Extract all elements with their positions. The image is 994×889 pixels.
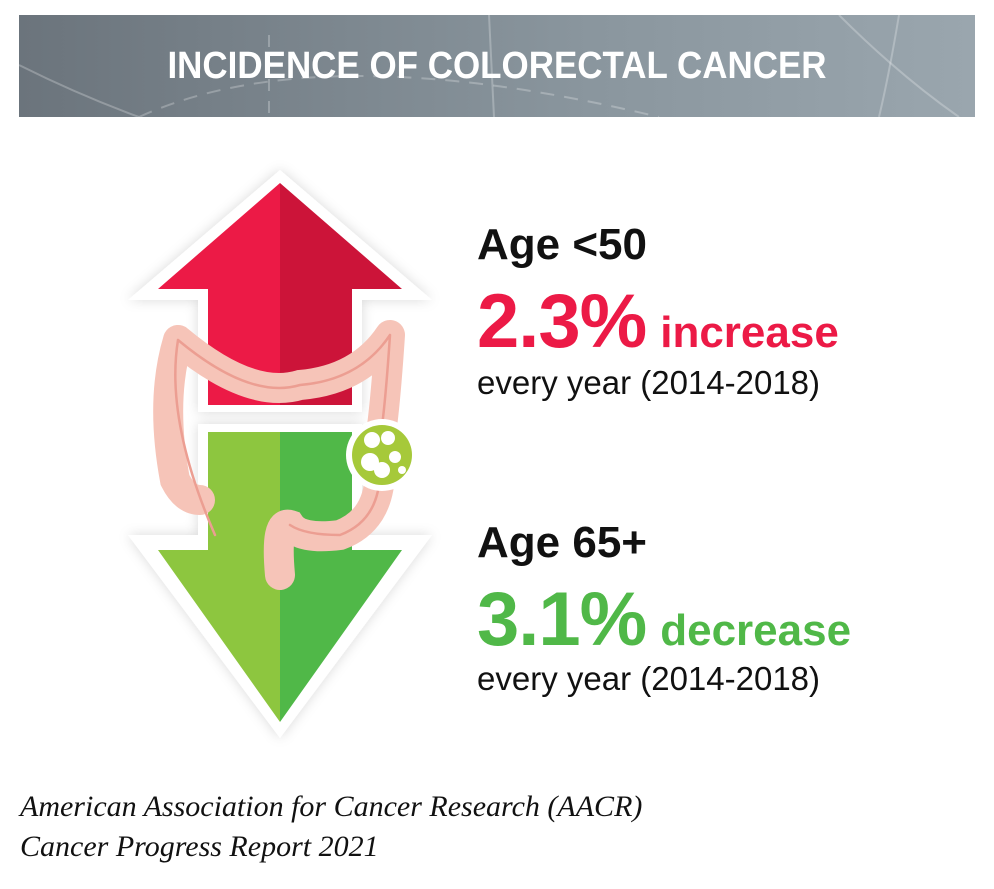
age-65-plus-label: Age 65+ bbox=[477, 518, 647, 567]
title-banner: INCIDENCE OF COLORECTAL CANCER bbox=[19, 15, 975, 117]
source-line-1: American Association for Cancer Research… bbox=[20, 790, 643, 823]
increase-label: increase bbox=[660, 308, 839, 357]
decrease-period: every year (2014-2018) bbox=[477, 660, 821, 697]
increase-period: every year (2014-2018) bbox=[477, 364, 821, 401]
decrease-percent: 3.1% bbox=[477, 577, 647, 662]
down-arrow-icon bbox=[158, 432, 402, 722]
polyp-icon bbox=[346, 419, 418, 491]
banner-decoration bbox=[19, 15, 960, 117]
age-under-50-label: Age <50 bbox=[477, 220, 647, 269]
increase-percent: 2.3% bbox=[477, 279, 647, 364]
source-line-2: Cancer Progress Report 2021 bbox=[20, 830, 379, 863]
colon-icon bbox=[153, 320, 405, 590]
increase-stat: 2.3% increase bbox=[477, 278, 839, 365]
decrease-label: decrease bbox=[660, 606, 852, 655]
decrease-stat: 3.1% decrease bbox=[477, 576, 851, 663]
page-title: INCIDENCE OF COLORECTAL CANCER bbox=[167, 45, 827, 87]
up-arrow-icon bbox=[158, 183, 402, 405]
